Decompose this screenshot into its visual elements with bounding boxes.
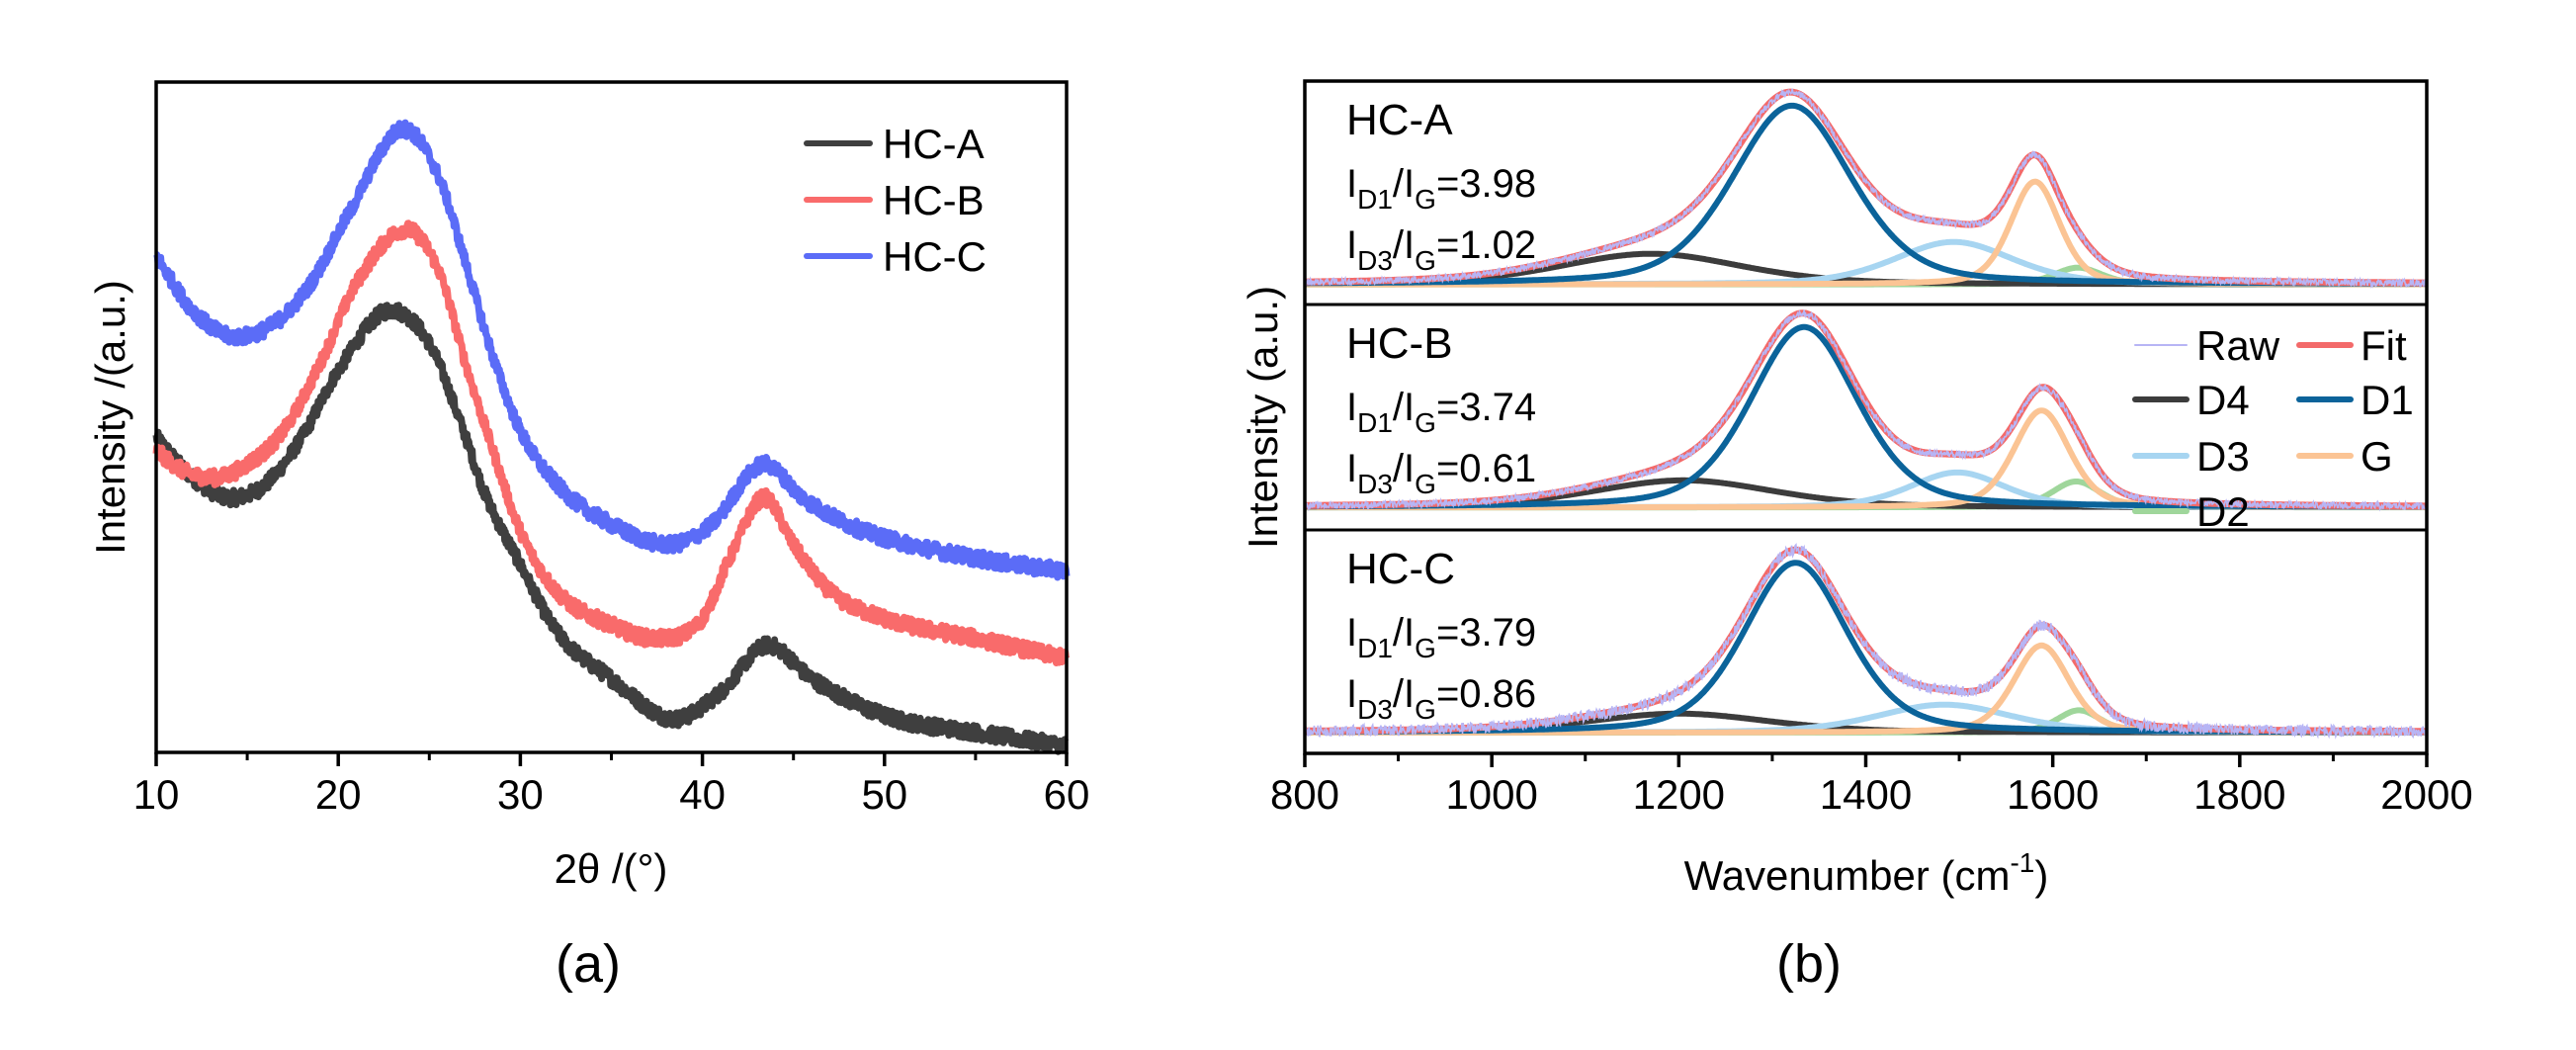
raman-tick-label: 1200 — [1633, 771, 1725, 818]
xrd-caption: (a) — [556, 934, 621, 994]
raman-x-axis-title-suffix: ) — [2034, 852, 2048, 899]
raman-y-axis-title: Intensity (a.u.) — [1240, 286, 1286, 549]
xrd-tick-label: 30 — [497, 771, 544, 818]
raman-x-tick-labels: 800 1000 1200 1400 1600 1800 2000 — [1270, 771, 2473, 818]
raman-tick-label: 2000 — [2380, 771, 2472, 818]
xrd-series-hc-a — [152, 302, 1070, 755]
ratio-sub: G — [1415, 633, 1436, 663]
raman-raw-curve — [1304, 308, 2428, 512]
xrd-x-ticks — [154, 752, 1069, 766]
xrd-tick-label: 40 — [679, 771, 726, 818]
ratio-value: =0.61 — [1436, 447, 1536, 490]
raman-ratio-label: ID1/IG=3.79 — [1346, 611, 1536, 663]
raman-x-ticks — [1303, 753, 2429, 767]
ratio-mid: /I — [1393, 672, 1415, 716]
raman-legend-label: Raw — [2196, 322, 2280, 369]
raman-x-axis-title-sup: -1 — [2010, 847, 2034, 878]
ratio-prefix: I — [1346, 611, 1357, 655]
ratio-sub: G — [1415, 469, 1436, 499]
raman-ratio-label: ID3/IG=1.02 — [1346, 223, 1536, 276]
xrd-series-hc-b — [152, 219, 1071, 666]
ratio-mid: /I — [1393, 223, 1415, 267]
raman-ratio-label: ID1/IG=3.74 — [1346, 386, 1536, 438]
raman-tick-label: 1800 — [2193, 771, 2285, 818]
xrd-tick-label: 50 — [861, 771, 907, 818]
ratio-value: =3.79 — [1436, 611, 1536, 655]
ratio-value: =3.98 — [1436, 162, 1536, 206]
raman-legend: Raw Fit D4 D1 D3 G D2 — [2132, 322, 2414, 535]
raman-tick-label: 1400 — [1820, 771, 1912, 818]
raman-legend-label: D2 — [2196, 488, 2250, 535]
xrd-legend: HC-A HC-B HC-C — [804, 121, 987, 280]
raman-raw-curve — [1304, 543, 2428, 740]
raman-legend-label: Fit — [2361, 322, 2407, 369]
raman-tick-label: 1000 — [1445, 771, 1537, 818]
ratio-value: =1.02 — [1436, 223, 1536, 267]
raman-panel-labels: HC-AID1/IG=3.98ID3/IG=1.02HC-BID1/IG=3.7… — [1346, 96, 1536, 725]
raman-tick-label: 1600 — [2007, 771, 2099, 818]
ratio-sub: D1 — [1357, 184, 1393, 215]
ratio-value: =0.86 — [1436, 672, 1536, 716]
raman-raw-curve — [1304, 88, 2428, 290]
ratio-sub: D1 — [1357, 633, 1393, 663]
raman-sample-label: HC-B — [1346, 319, 1453, 368]
ratio-mid: /I — [1393, 386, 1415, 429]
ratio-prefix: I — [1346, 447, 1357, 490]
ratio-value: =3.74 — [1436, 386, 1536, 429]
raman-ratio-label: ID1/IG=3.98 — [1346, 162, 1536, 215]
raman-panels-group — [1304, 88, 2428, 740]
xrd-tick-label: 10 — [133, 771, 180, 818]
ratio-prefix: I — [1346, 223, 1357, 267]
raman-panel-hc-a — [1304, 88, 2428, 290]
ratio-prefix: I — [1346, 162, 1357, 206]
raman-chart: 800 1000 1200 1400 1600 1800 2000 Wavenumber (… — [1240, 79, 2473, 994]
ratio-sub: G — [1415, 407, 1436, 438]
raman-x-axis-title-main: Wavenumber (cm — [1684, 852, 2011, 899]
xrd-x-axis-title: 2θ /(°) — [555, 845, 668, 892]
xrd-legend-label: HC-C — [883, 233, 987, 280]
raman-sample-label: HC-A — [1346, 96, 1453, 144]
xrd-y-axis-title: Intensity /(a.u.) — [87, 280, 133, 555]
xrd-tick-label: 60 — [1044, 771, 1090, 818]
xrd-chart: 10 20 30 40 50 60 2θ /(°) Intensity /(a.u.) H… — [87, 80, 1090, 994]
ratio-mid: /I — [1393, 611, 1415, 655]
ratio-sub: D3 — [1357, 245, 1393, 276]
ratio-prefix: I — [1346, 672, 1357, 716]
xrd-tick-label: 20 — [315, 771, 362, 818]
ratio-sub: G — [1415, 245, 1436, 276]
raman-ratio-label: ID3/IG=0.86 — [1346, 672, 1536, 725]
raman-legend-label: D3 — [2196, 433, 2250, 480]
raman-sample-label: HC-C — [1346, 545, 1455, 593]
raman-panel-hc-c — [1304, 543, 2428, 740]
xrd-series-group — [152, 119, 1071, 755]
xrd-legend-label: HC-A — [883, 121, 985, 167]
ratio-mid: /I — [1393, 162, 1415, 206]
ratio-sub: D3 — [1357, 694, 1393, 725]
raman-panel-hc-b — [1304, 308, 2428, 512]
raman-ratio-label: ID3/IG=0.61 — [1346, 447, 1536, 499]
raman-legend-label: G — [2361, 433, 2393, 480]
ratio-sub: D3 — [1357, 469, 1393, 499]
raman-legend-label: D1 — [2361, 377, 2414, 423]
ratio-mid: /I — [1393, 447, 1415, 490]
raman-tick-label: 800 — [1270, 771, 1339, 818]
raman-caption: (b) — [1776, 934, 1842, 994]
ratio-sub: G — [1415, 694, 1436, 725]
xrd-x-tick-labels: 10 20 30 40 50 60 — [133, 771, 1090, 818]
raman-legend-label: D4 — [2196, 377, 2250, 423]
raman-x-axis-title: Wavenumber (cm-1) — [1684, 847, 2049, 899]
ratio-sub: G — [1415, 184, 1436, 215]
ratio-sub: D1 — [1357, 407, 1393, 438]
xrd-series-hc-c — [153, 119, 1071, 581]
ratio-prefix: I — [1346, 386, 1357, 429]
xrd-legend-label: HC-B — [883, 177, 985, 223]
